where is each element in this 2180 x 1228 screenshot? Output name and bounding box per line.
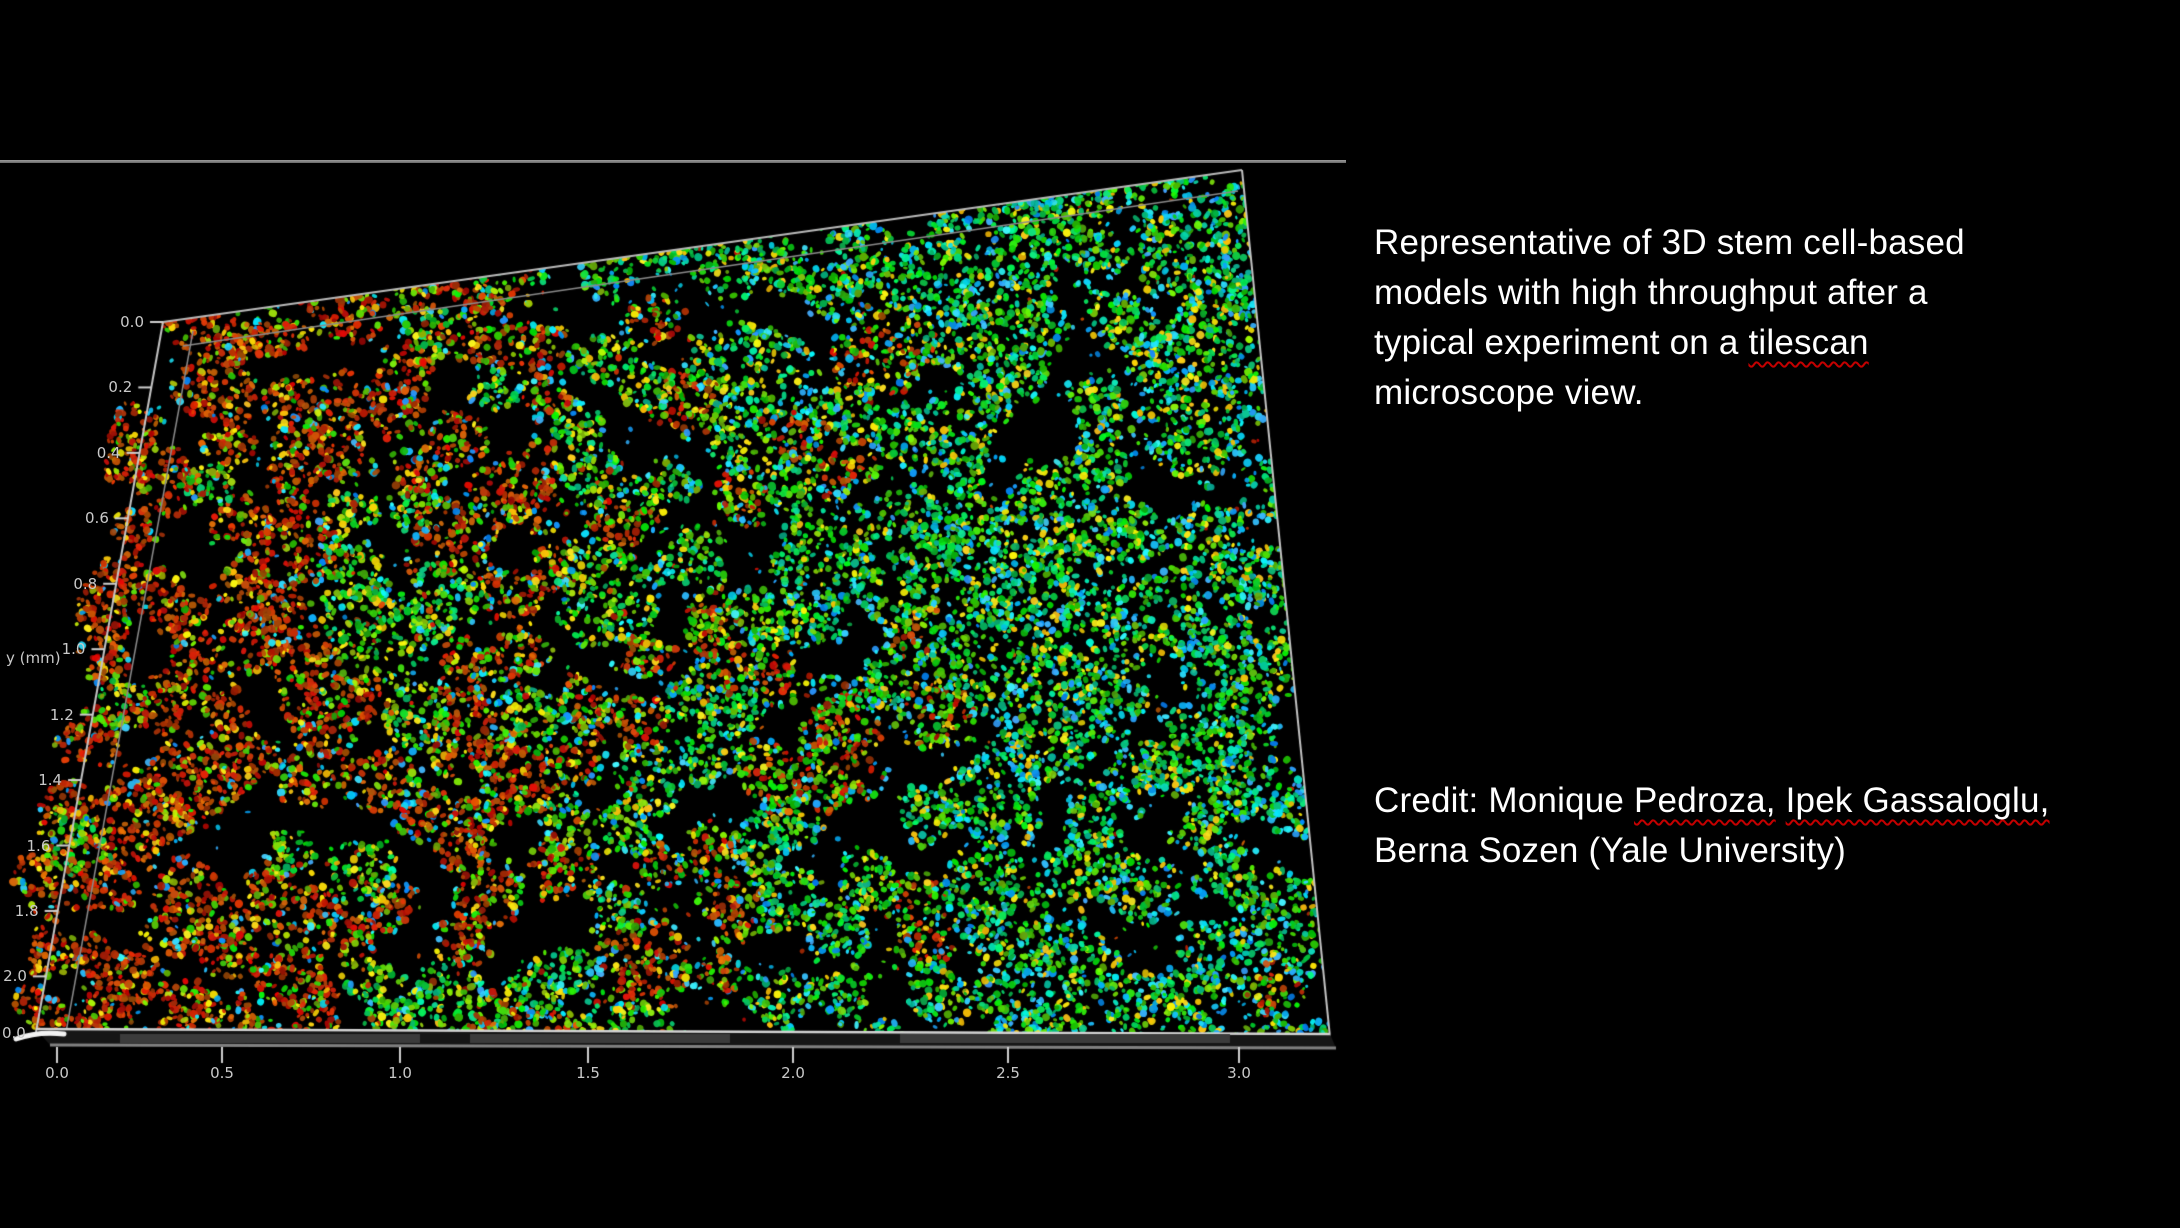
misspelled-word: Ipek Gassaloglu, bbox=[1785, 781, 2050, 820]
text-segment bbox=[1776, 781, 1786, 820]
text-segment: Berna Sozen (Yale University) bbox=[1374, 831, 1847, 870]
spheroid-render-canvas bbox=[0, 163, 1345, 1103]
text-segment: Credit: Monique bbox=[1374, 781, 1634, 820]
y-axis-tick-label: 0.6 bbox=[85, 509, 109, 528]
figure-top-border bbox=[0, 160, 1346, 163]
y-axis-tick-label: 1.8 bbox=[14, 901, 39, 920]
text-line: Credit: Monique Pedroza, Ipek Gassaloglu… bbox=[1374, 776, 2134, 826]
text-segment: typical experiment on a bbox=[1374, 323, 1749, 362]
z-origin-label: 0.0 bbox=[2, 1024, 26, 1042]
y-axis-tick-label: 0.4 bbox=[96, 443, 121, 462]
misspelled-word: Pedroza, bbox=[1634, 781, 1776, 820]
y-axis-tick-label: 0.2 bbox=[108, 378, 133, 397]
x-axis-tick-label: 1.5 bbox=[576, 1064, 600, 1082]
y-axis-tick-label: 2.0 bbox=[3, 967, 27, 986]
figure-caption: Representative of 3D stem cell-based mode… bbox=[1374, 218, 2094, 418]
text-line: models with high throughput after a bbox=[1374, 268, 2094, 318]
y-axis-tick-label: 0.8 bbox=[73, 574, 98, 593]
y-axis-tick-label: 1.2 bbox=[49, 705, 74, 724]
y-axis-title: y (mm) bbox=[6, 649, 61, 667]
text-line: typical experiment on a tilescan bbox=[1374, 318, 2094, 368]
y-axis-tick-label: 1.0 bbox=[61, 640, 86, 659]
text-line: Representative of 3D stem cell-based bbox=[1374, 218, 2094, 268]
y-axis-tick-label: 1.4 bbox=[38, 771, 63, 790]
text-segment: microscope view. bbox=[1374, 373, 1644, 412]
y-axis-tick-label: 0.0 bbox=[120, 313, 144, 331]
credit-text: Credit: Monique Pedroza, Ipek Gassaloglu… bbox=[1374, 776, 2134, 876]
text-line: Berna Sozen (Yale University) bbox=[1374, 826, 2134, 876]
text-line: microscope view. bbox=[1374, 368, 2094, 418]
x-axis-tick-label: 3.0 bbox=[1227, 1064, 1251, 1082]
x-axis-tick-label: 1.0 bbox=[388, 1064, 412, 1082]
text-segment: models with high throughput after a bbox=[1374, 273, 1928, 312]
x-axis-tick-label: 0.0 bbox=[45, 1064, 69, 1082]
misspelled-word: tilescan bbox=[1748, 323, 1869, 362]
x-axis-tick-label: 2.0 bbox=[781, 1064, 805, 1082]
microscopy-figure: 0.0 0.2 0.4 0.6 0.8 1.0 1.2 1.4 1.6 1.8 2.0 0.0 0.5 1… bbox=[0, 163, 1345, 1103]
text-segment: Representative of 3D stem cell-based bbox=[1374, 223, 1965, 262]
x-axis-tick-label: 0.5 bbox=[210, 1064, 234, 1082]
x-axis-tick-label: 2.5 bbox=[996, 1064, 1020, 1082]
y-axis-tick-label: 1.6 bbox=[26, 836, 51, 855]
